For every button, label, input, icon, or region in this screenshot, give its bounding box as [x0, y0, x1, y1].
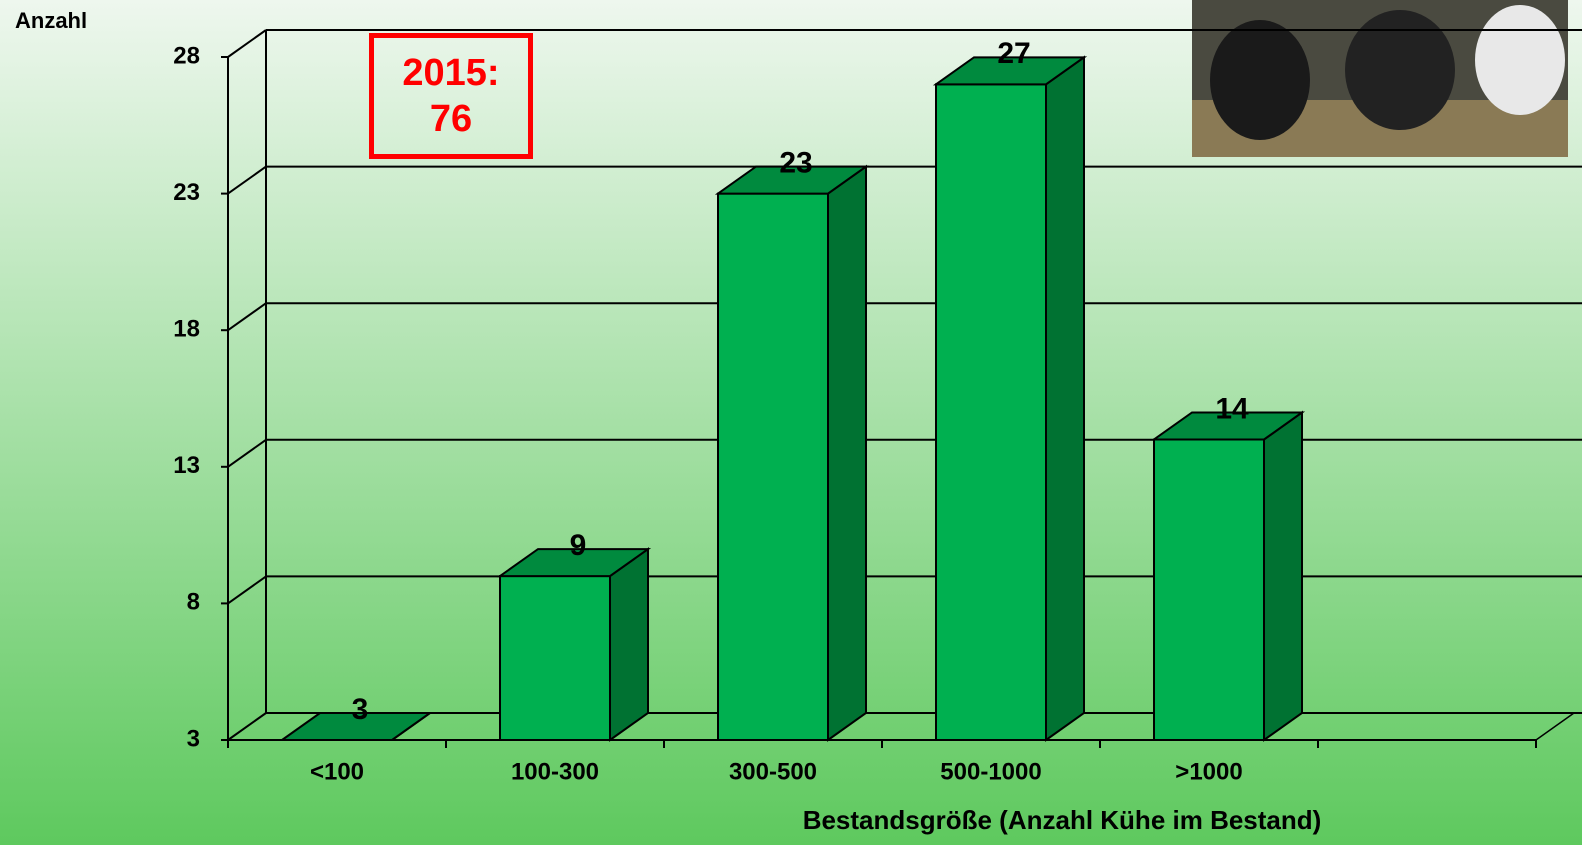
bar-side	[1263, 410, 1303, 742]
bar-top	[714, 165, 870, 195]
bar-top	[932, 56, 1088, 86]
annotation: 2015: 76	[369, 33, 533, 159]
bar-side	[1045, 55, 1085, 742]
grid-line	[227, 438, 267, 468]
photo-cow	[1475, 5, 1565, 115]
bar	[717, 192, 829, 742]
y-tick-label: 18	[173, 316, 200, 343]
x-tick-label: 100-300	[511, 758, 599, 785]
x-tick-label: 500-1000	[940, 758, 1041, 785]
value-label: 9	[570, 529, 587, 562]
x-tick-label: <100	[310, 758, 364, 785]
grid-line	[227, 575, 267, 605]
bar-top	[278, 712, 434, 741]
floor	[225, 712, 1577, 741]
value-label: 23	[779, 147, 812, 180]
y-tick-label: 8	[187, 589, 200, 616]
grid-line	[227, 712, 267, 741]
photo-cow	[1210, 20, 1310, 140]
grid-line	[227, 165, 267, 195]
x-tick-label: 300-500	[729, 758, 817, 785]
photo-cow	[1345, 10, 1455, 130]
bar-side	[827, 164, 867, 742]
y-tick-label: 23	[173, 179, 200, 206]
bar	[1153, 438, 1265, 741]
grid-line	[227, 302, 267, 332]
bar-top	[1150, 411, 1306, 441]
y-tick-label: 3	[187, 725, 200, 752]
annotation-text: 2015: 76	[402, 52, 500, 140]
bar	[499, 575, 611, 742]
x-axis-title: Bestandsgröße (Anzahl Kühe im Bestand)	[803, 805, 1322, 835]
value-label: 14	[1215, 392, 1249, 425]
bar	[935, 83, 1047, 741]
y-axis-title: Anzahl	[15, 8, 87, 33]
y-tick-label: 28	[173, 42, 200, 69]
x-tick-label: >1000	[1175, 758, 1242, 785]
bar-side	[609, 547, 649, 742]
grid-line	[227, 29, 267, 58]
value-label: 3	[352, 693, 369, 726]
bar-top	[496, 548, 652, 578]
y-tick-label: 13	[173, 452, 200, 479]
value-label: 27	[997, 37, 1030, 70]
